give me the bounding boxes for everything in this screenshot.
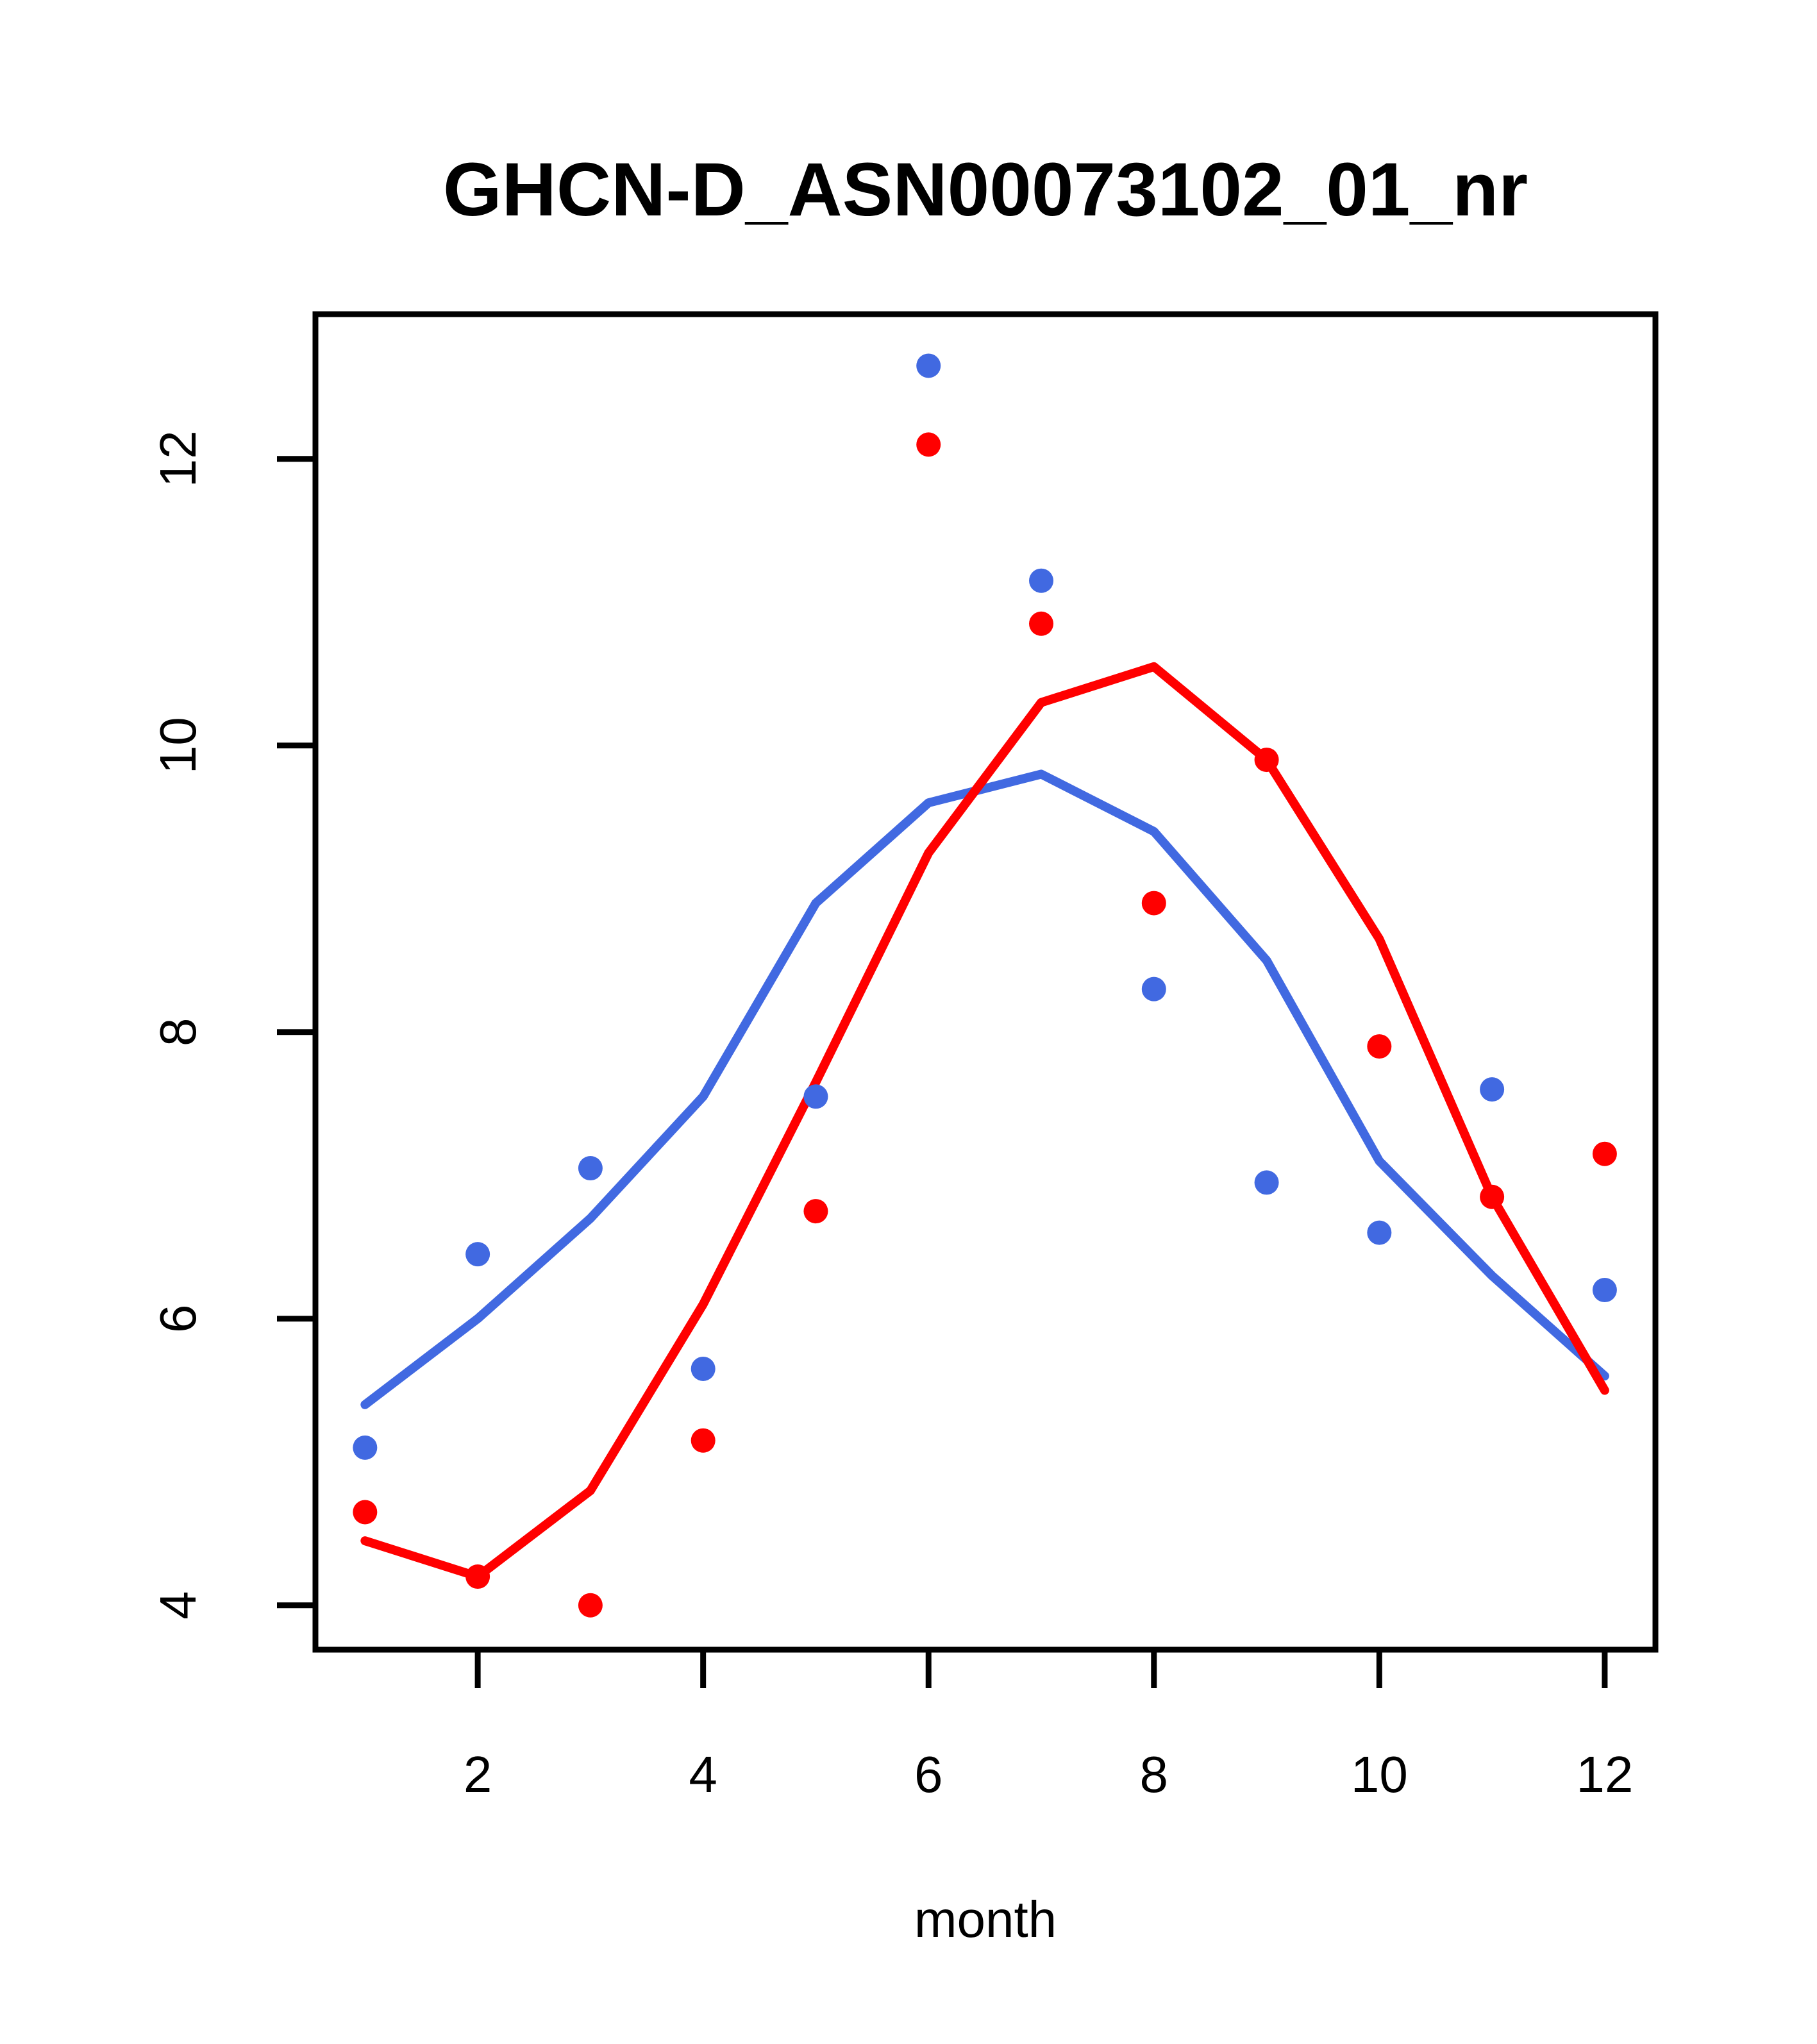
red-point xyxy=(353,1500,378,1525)
x-tick-label: 4 xyxy=(689,1746,717,1803)
blue-point xyxy=(1029,568,1054,593)
y-tick-label: 12 xyxy=(149,430,206,487)
blue-point xyxy=(465,1242,490,1267)
red-point xyxy=(803,1199,828,1224)
data-lines xyxy=(360,662,1609,1582)
red-point xyxy=(578,1593,603,1618)
plot-box xyxy=(312,311,1659,1653)
y-tick-label: 4 xyxy=(149,1591,206,1620)
x-tick-label: 6 xyxy=(914,1746,943,1803)
x-tick-label: 10 xyxy=(1351,1746,1408,1803)
red-point xyxy=(1592,1141,1617,1166)
blue-point xyxy=(578,1156,603,1181)
blue-point xyxy=(1254,1170,1279,1195)
y-tick-label: 6 xyxy=(149,1304,206,1333)
blue-point xyxy=(1367,1220,1392,1245)
blue-point xyxy=(916,353,941,378)
red-line xyxy=(360,662,1609,1582)
red-point xyxy=(1254,748,1279,773)
chart-title: GHCN-D_ASN00073102_01_nr xyxy=(442,147,1528,232)
blue-point xyxy=(353,1435,378,1460)
y-tick-label: 8 xyxy=(149,1018,206,1046)
red-point xyxy=(465,1564,490,1589)
x-tick-label: 8 xyxy=(1140,1746,1169,1803)
blue-point xyxy=(1141,976,1166,1001)
red-point xyxy=(691,1428,716,1453)
red-point xyxy=(1029,611,1054,636)
x-tick-label: 2 xyxy=(464,1746,492,1803)
x-axis-title: month xyxy=(914,1891,1057,1948)
red-point xyxy=(1480,1184,1505,1209)
red-point xyxy=(916,432,941,457)
x-tick-label: 12 xyxy=(1576,1746,1633,1803)
blue-point xyxy=(1480,1077,1505,1102)
red-point xyxy=(1367,1034,1392,1059)
blue-point xyxy=(803,1084,828,1109)
blue-point xyxy=(1592,1278,1617,1303)
blue-line xyxy=(360,769,1609,1409)
axes-layer: 2 4 6 8 10 12 4 6 8 10 12 xyxy=(149,311,1659,1803)
y-tick-label: 10 xyxy=(149,717,206,774)
red-point xyxy=(1141,891,1166,916)
data-points xyxy=(353,353,1617,1618)
blue-point xyxy=(691,1356,716,1381)
